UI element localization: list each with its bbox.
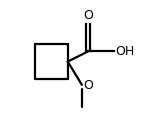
- Text: OH: OH: [115, 45, 135, 58]
- Text: O: O: [83, 9, 93, 22]
- Text: O: O: [83, 79, 93, 93]
